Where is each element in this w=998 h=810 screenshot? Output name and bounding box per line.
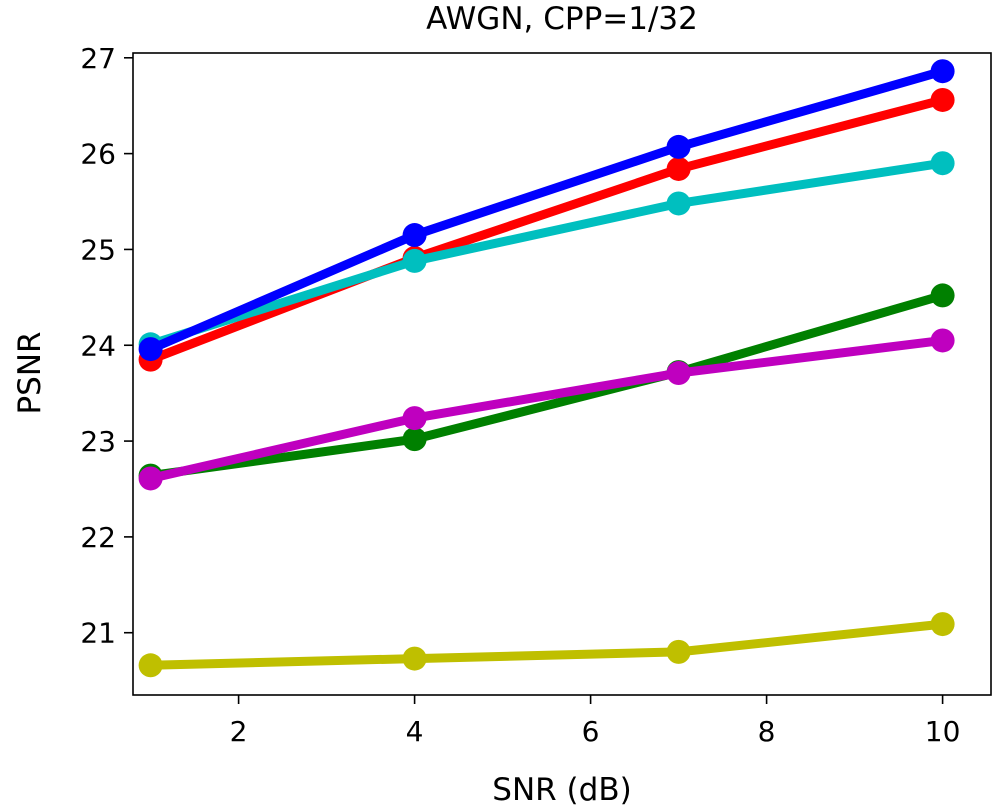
series-green <box>138 283 955 488</box>
data-point-red <box>666 156 691 181</box>
x-axis-ticks: 2 4 6 8 10 <box>230 695 961 748</box>
x-tick-label: 10 <box>925 715 961 748</box>
data-point-yellow <box>666 639 691 664</box>
y-tick-label: 22 <box>80 521 116 554</box>
data-point-blue <box>402 223 427 248</box>
data-point-blue <box>138 337 163 362</box>
y-tick-label: 25 <box>80 233 116 266</box>
data-point-magenta <box>930 328 955 353</box>
x-tick-label: 2 <box>230 715 248 748</box>
data-point-magenta <box>666 361 691 386</box>
x-tick-label: 8 <box>758 715 776 748</box>
data-point-magenta <box>138 466 163 491</box>
series-cyan <box>138 151 955 357</box>
data-point-cyan <box>930 151 955 176</box>
y-tick-label: 23 <box>80 425 116 458</box>
data-point-yellow <box>930 612 955 637</box>
series-line-cyan <box>146 158 948 349</box>
y-axis-title: PSNR <box>12 331 48 414</box>
series-line-red <box>146 95 948 365</box>
y-tick-label: 24 <box>80 329 116 362</box>
data-point-red <box>930 87 955 112</box>
data-point-cyan <box>666 191 691 216</box>
series-yellow <box>138 612 955 678</box>
series-line-green <box>146 290 948 481</box>
y-tick-label: 21 <box>80 617 116 650</box>
x-tick-label: 6 <box>582 715 600 748</box>
data-point-yellow <box>138 653 163 678</box>
series-line-blue <box>146 66 948 354</box>
data-point-yellow <box>402 646 427 671</box>
x-tick-label: 4 <box>406 715 424 748</box>
data-point-green <box>402 427 427 452</box>
series-magenta <box>138 328 955 491</box>
data-point-blue <box>666 134 691 159</box>
series-blue <box>138 59 955 362</box>
chart-title: AWGN, CPP=1/32 <box>426 1 698 37</box>
data-point-cyan <box>402 248 427 273</box>
data-point-green <box>930 283 955 308</box>
x-axis-title: SNR (dB) <box>492 772 631 808</box>
y-axis-ticks: 21 22 23 24 25 26 27 <box>80 42 133 650</box>
series-line-yellow <box>146 619 948 670</box>
series-layer <box>138 59 955 678</box>
data-point-blue <box>930 59 955 84</box>
y-tick-label: 27 <box>80 42 116 75</box>
plot-area-frame <box>132 52 992 696</box>
y-tick-label: 26 <box>80 138 116 171</box>
series-line-magenta <box>146 335 948 483</box>
data-point-magenta <box>402 406 427 431</box>
